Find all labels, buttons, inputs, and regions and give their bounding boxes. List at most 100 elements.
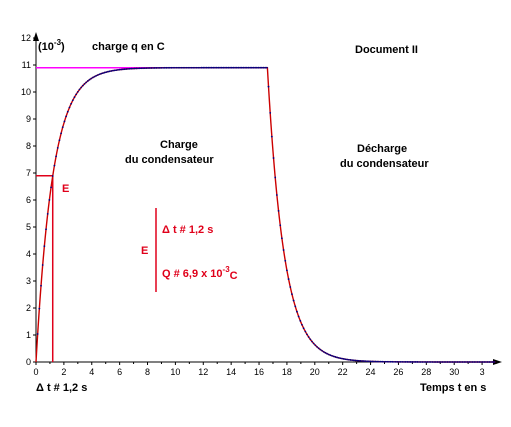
data-point: [381, 360, 384, 363]
data-point: [113, 69, 116, 72]
data-point: [230, 66, 233, 69]
data-point: [177, 66, 180, 69]
data-point: [408, 361, 410, 363]
data-point: [185, 66, 188, 69]
x-tick-label: 14: [226, 367, 236, 377]
data-point: [96, 74, 99, 76]
data-point: [309, 338, 312, 341]
data-point: [71, 99, 74, 102]
data-point: [264, 66, 267, 69]
data-point: [347, 358, 350, 361]
data-point: [416, 361, 419, 363]
data-point: [259, 66, 262, 69]
data-point: [83, 82, 86, 85]
data-point: [214, 66, 216, 69]
data-point: [112, 69, 114, 72]
data-point: [130, 67, 133, 70]
data-point: [301, 323, 303, 326]
data-point: [140, 67, 143, 70]
data-point: [125, 68, 128, 70]
x-axis-label: Temps t en s: [420, 382, 486, 394]
data-point: [488, 361, 491, 363]
data-point: [128, 67, 131, 70]
data-point: [367, 360, 370, 363]
data-point: [132, 67, 134, 70]
data-point: [200, 66, 203, 69]
y-tick-label: 4: [26, 249, 31, 259]
data-point: [436, 361, 439, 363]
data-point: [401, 361, 404, 363]
data-point: [40, 284, 42, 287]
y-tick-label: 0: [26, 357, 31, 367]
data-point: [182, 66, 185, 69]
y-axis-label-prefix: (10-3): [38, 38, 65, 53]
data-point: [299, 319, 302, 322]
data-point: [287, 278, 290, 280]
data-point: [441, 361, 444, 363]
x-tick-label: 20: [310, 367, 320, 377]
chart-title: Document II: [355, 44, 418, 56]
data-point: [337, 356, 340, 359]
data-point: [317, 347, 320, 350]
data-point: [329, 354, 332, 357]
data-point: [302, 327, 305, 330]
data-point: [444, 361, 447, 363]
x-tick-label: 2: [61, 367, 66, 377]
data-point: [426, 361, 429, 363]
data-point: [490, 361, 492, 363]
data-point: [306, 333, 308, 336]
x-axis-arrow: [493, 359, 502, 365]
data-point: [110, 70, 113, 72]
y-tick-label: 3: [26, 276, 31, 286]
data-point: [153, 67, 156, 69]
data-point: [312, 342, 315, 345]
data-point: [254, 66, 257, 69]
data-point: [486, 361, 489, 363]
data-point: [388, 360, 390, 363]
data-point: [359, 359, 362, 362]
dt-annotation: Δ t # 1,2 s: [162, 224, 213, 236]
data-point: [398, 360, 400, 363]
data-point: [294, 305, 297, 308]
data-point: [379, 360, 382, 363]
data-point: [373, 360, 375, 363]
data-point: [434, 361, 437, 363]
data-point: [331, 354, 333, 357]
data-point: [485, 361, 487, 363]
data-point: [471, 361, 474, 363]
x-tick-label: 16: [254, 367, 264, 377]
data-point: [183, 66, 186, 69]
data-point: [245, 66, 248, 69]
data-point: [86, 80, 89, 82]
data-point: [46, 212, 49, 215]
data-point: [45, 228, 47, 231]
data-point: [187, 66, 190, 69]
data-point: [332, 355, 335, 358]
data-point: [326, 352, 328, 355]
data-point: [133, 67, 136, 70]
data-point: [424, 361, 427, 363]
data-point: [250, 66, 253, 69]
data-point: [155, 67, 158, 69]
data-point: [267, 85, 270, 88]
data-point: [212, 66, 215, 69]
x-tick-label: 30: [449, 367, 459, 377]
data-point: [225, 66, 228, 69]
data-point: [202, 66, 205, 69]
data-point: [292, 299, 295, 302]
data-point: [304, 330, 307, 333]
data-point: [371, 360, 374, 363]
data-point: [463, 361, 466, 363]
data-point: [282, 249, 285, 251]
x-tick-label: 28: [421, 367, 431, 377]
data-points: [35, 66, 496, 363]
data-point: [162, 66, 165, 69]
data-point: [384, 360, 387, 363]
x-tick-label: 3: [480, 367, 485, 377]
data-point: [68, 106, 71, 109]
data-point: [81, 84, 84, 87]
data-point: [120, 68, 123, 71]
data-point: [123, 68, 126, 71]
data-point: [142, 67, 144, 70]
